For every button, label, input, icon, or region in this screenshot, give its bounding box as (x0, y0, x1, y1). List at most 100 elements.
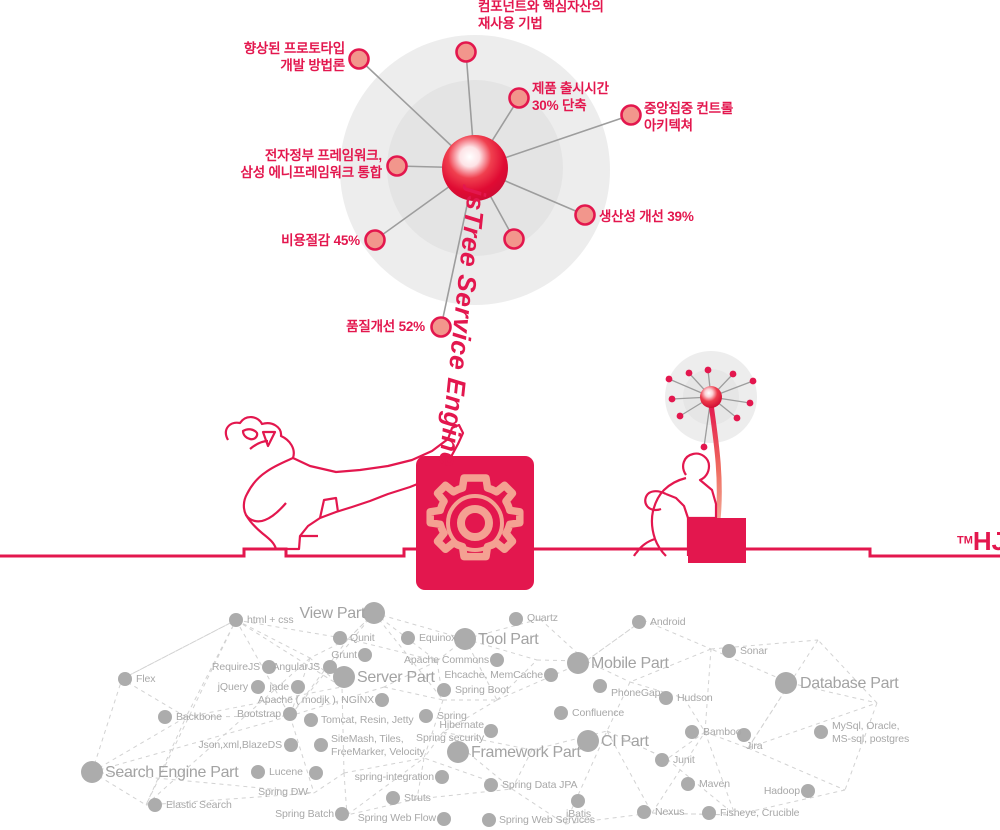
hero-label-productivity: 생산성 개선 39% (599, 209, 694, 224)
node-label-bootstrap: Bootstrap (236, 708, 281, 720)
node-jquery[interactable] (251, 680, 265, 694)
hero-node-lower[interactable] (503, 228, 525, 250)
node-label-quartz: Quartz (527, 612, 558, 624)
node-spring-web-flow[interactable] (437, 812, 451, 826)
node-sonar[interactable] (722, 644, 736, 658)
node-apache-modjk-nginx[interactable] (375, 693, 389, 707)
hub-label-mobile-part: Mobile Part (591, 655, 669, 672)
node-label-spring-web-flow: Spring Web Flow (357, 812, 436, 824)
hero-node-cost[interactable] (364, 229, 386, 251)
hub-tool-part[interactable] (454, 628, 476, 650)
tech-network-nodes (81, 602, 828, 827)
node-label-hadoop: Hadoop (763, 785, 800, 797)
node-label-flex: Flex (136, 673, 156, 685)
node-jade[interactable] (291, 680, 305, 694)
hub-search-engine-part[interactable] (81, 761, 103, 783)
node-nexus[interactable] (637, 805, 651, 819)
dandelion-node-cluster (665, 351, 757, 523)
hero-node-prototype[interactable] (348, 48, 370, 70)
node-label-bamboo: Bamboo (703, 726, 742, 738)
node-fisheye-crucible[interactable] (702, 806, 716, 820)
node-label-nexus: Nexus (655, 806, 685, 818)
hero-node-reuse[interactable] (455, 41, 477, 63)
node-label-hudson: Hudson (677, 692, 713, 704)
node-requirejs[interactable] (262, 660, 276, 674)
node-hibernate-security[interactable] (484, 724, 498, 738)
node-maven[interactable] (681, 777, 695, 791)
node-spring-boot[interactable] (437, 683, 451, 697)
hero-label-prototype: 향상된 프로토타입 개발 방법론 (243, 41, 346, 74)
node-label-hibernate-security: Hibernate Spring security (416, 719, 484, 745)
node-grunt[interactable] (358, 648, 372, 662)
node-junit[interactable] (655, 753, 669, 767)
node-bamboo[interactable] (685, 725, 699, 739)
node-spring-dw[interactable] (309, 766, 323, 780)
hub-label-database-part: Database Part (800, 675, 899, 692)
node-mysql-oracle[interactable] (814, 725, 828, 739)
jstree-logo-tile[interactable] (416, 456, 534, 590)
hero-label-egov: 전자정부 프레임워크, 삼성 에니프레임워크 통합 (240, 148, 382, 181)
node-label-backbone: Backbone (176, 711, 222, 723)
node-spring-data-jpa[interactable] (484, 778, 498, 792)
hub-label-server-part: Server Part (357, 669, 435, 686)
node-spring-web-services[interactable] (482, 813, 496, 827)
node-struts[interactable] (386, 791, 400, 805)
node-quartz[interactable] (509, 612, 523, 626)
node-sitemesh-tiles[interactable] (314, 738, 328, 752)
hub-ci-part[interactable] (577, 730, 599, 752)
node-bootstrap[interactable] (283, 707, 297, 721)
node-label-confluence: Confluence (572, 707, 625, 719)
hub-label-view-part: View Part (299, 605, 366, 622)
node-label-spring-dw: Spring DW (258, 786, 308, 798)
node-ibatis[interactable] (571, 794, 585, 808)
trademark-hj: HJ (972, 526, 1000, 556)
node-elastic-search[interactable] (148, 798, 162, 812)
hub-view-part[interactable] (363, 602, 385, 624)
node-hudson[interactable] (659, 691, 673, 705)
hub-database-part[interactable] (775, 672, 797, 694)
node-label-html-css: html + css (247, 614, 294, 626)
node-label-sitemesh-tiles: SiteMash, Tiles, FreeMarker, Velocity (331, 733, 425, 759)
node-html-css[interactable] (229, 613, 243, 627)
node-jira[interactable] (737, 728, 751, 742)
node-qunit[interactable] (333, 631, 347, 645)
node-label-ibatis: iBatis (566, 808, 592, 820)
hub-label-search-engine-part: Search Engine Part (105, 764, 239, 781)
hero-label-time-to-market: 제품 출시시간 30% 단축 (532, 81, 609, 114)
node-flex[interactable] (118, 672, 132, 686)
hub-server-part[interactable] (333, 666, 355, 688)
node-json-xml-blazeds[interactable] (284, 738, 298, 752)
node-label-tomcat-resin-jetty: Tomcat, Resin, Jetty (321, 714, 414, 726)
red-pedestal-block (688, 518, 746, 563)
hero-node-architecture[interactable] (620, 104, 642, 126)
node-phonegap[interactable] (593, 679, 607, 693)
hero-label-reuse: 컴포넌트와 핵심자산의 재사용 기법 (478, 0, 604, 32)
node-spring[interactable] (419, 709, 433, 723)
node-label-qunit: Qunit (350, 632, 375, 644)
hub-mobile-part[interactable] (567, 652, 589, 674)
node-label-elastic-search: Elastic Search (166, 799, 232, 811)
jstree-core-node[interactable] (442, 135, 508, 201)
node-android[interactable] (632, 615, 646, 629)
node-equinox[interactable] (401, 631, 415, 645)
hero-label-quality: 품질개선 52% (346, 319, 425, 334)
node-label-apache-commons: Apache Commons (404, 654, 489, 666)
node-label-lucene: Lucene (269, 766, 303, 778)
node-ehcache-memcache[interactable] (544, 668, 558, 682)
hero-node-productivity[interactable] (574, 204, 596, 226)
node-spring-batch[interactable] (335, 807, 349, 821)
node-tomcat-resin-jetty[interactable] (304, 713, 318, 727)
node-spring-integration[interactable] (435, 770, 449, 784)
node-hadoop[interactable] (801, 784, 815, 798)
node-backbone[interactable] (158, 710, 172, 724)
node-label-apache-modjk-nginx: Apache ( modjk ), NGINX (257, 694, 374, 706)
hub-framework-part[interactable] (447, 741, 469, 763)
node-confluence[interactable] (554, 706, 568, 720)
hero-node-quality[interactable] (430, 316, 452, 338)
node-lucene[interactable] (251, 765, 265, 779)
node-label-spring-boot: Spring Boot (455, 684, 509, 696)
node-apache-commons[interactable] (490, 653, 504, 667)
node-angularjs[interactable] (323, 660, 337, 674)
hero-node-time-to-market[interactable] (508, 87, 530, 109)
hero-node-egov[interactable] (386, 155, 408, 177)
